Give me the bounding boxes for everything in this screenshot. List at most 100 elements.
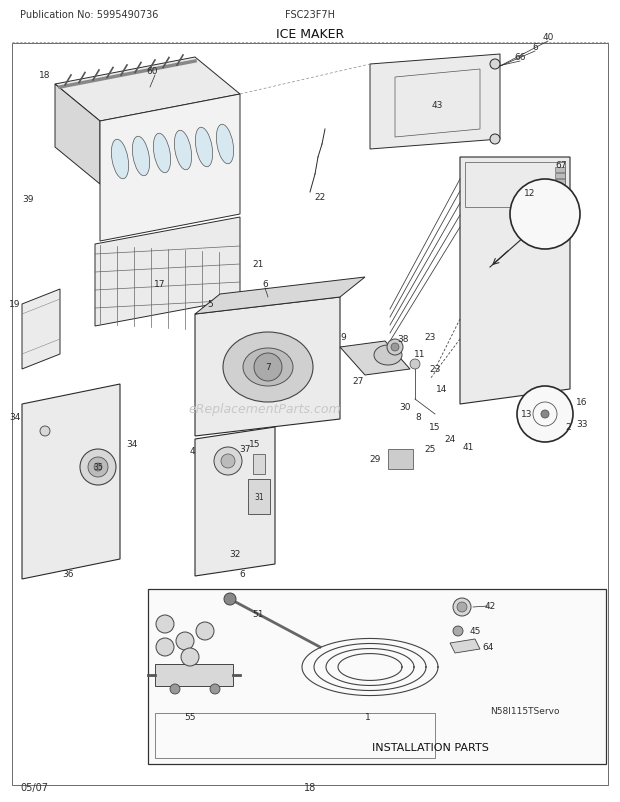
Text: 32: 32 (229, 550, 241, 559)
Circle shape (254, 354, 282, 382)
Circle shape (457, 602, 467, 612)
Circle shape (410, 359, 420, 370)
Text: ICE MAKER: ICE MAKER (276, 28, 344, 42)
Bar (555, 174, 565, 179)
Text: 45: 45 (469, 626, 481, 636)
Text: 23: 23 (424, 333, 436, 342)
Text: 40: 40 (542, 34, 554, 43)
Text: 36: 36 (62, 569, 74, 579)
Text: 27: 27 (352, 377, 364, 386)
Text: 16: 16 (576, 398, 588, 407)
Circle shape (156, 615, 174, 634)
Bar (555, 186, 565, 191)
Circle shape (221, 455, 235, 468)
Bar (530, 224, 555, 229)
Ellipse shape (153, 134, 170, 173)
Circle shape (40, 427, 50, 436)
Circle shape (80, 449, 116, 485)
Text: 15: 15 (429, 423, 441, 432)
Text: 19: 19 (9, 300, 20, 309)
Text: 8: 8 (415, 413, 421, 422)
Bar (155, 664, 233, 687)
Polygon shape (370, 55, 500, 150)
Circle shape (453, 598, 471, 616)
Bar (248, 480, 270, 514)
Text: 7: 7 (265, 363, 271, 372)
Circle shape (181, 648, 199, 666)
Ellipse shape (223, 333, 313, 403)
Bar (555, 192, 565, 196)
Bar (530, 208, 555, 214)
Polygon shape (55, 58, 240, 122)
Polygon shape (195, 427, 275, 577)
Circle shape (387, 339, 403, 355)
Text: 14: 14 (436, 385, 448, 394)
Polygon shape (55, 85, 100, 184)
Circle shape (490, 60, 500, 70)
Bar (555, 204, 565, 209)
Bar (253, 455, 265, 475)
Text: 6: 6 (239, 569, 245, 579)
Bar (555, 198, 565, 203)
Text: N58I115TServo: N58I115TServo (490, 707, 559, 715)
Text: 18: 18 (39, 71, 51, 79)
Polygon shape (195, 298, 340, 436)
Polygon shape (95, 217, 240, 326)
Text: 41: 41 (463, 443, 474, 452)
Polygon shape (460, 158, 570, 404)
Text: 34: 34 (9, 413, 20, 422)
Bar (530, 216, 555, 221)
Text: 4: 4 (189, 447, 195, 456)
Circle shape (94, 464, 102, 472)
Text: 6: 6 (262, 280, 268, 290)
Text: 13: 13 (521, 410, 533, 419)
Polygon shape (22, 384, 120, 579)
Text: 25: 25 (424, 445, 436, 454)
Text: 2: 2 (565, 423, 571, 432)
Text: 60: 60 (146, 67, 157, 76)
Ellipse shape (174, 131, 192, 171)
Text: 1: 1 (365, 713, 371, 722)
Text: 55: 55 (184, 713, 196, 722)
Bar (465, 163, 565, 208)
Text: 35: 35 (93, 463, 103, 472)
Text: 38: 38 (397, 335, 409, 344)
Bar (148, 589, 606, 764)
Circle shape (156, 638, 174, 656)
Bar (555, 180, 565, 184)
Text: 31: 31 (254, 493, 264, 502)
Circle shape (541, 411, 549, 419)
Circle shape (196, 622, 214, 640)
Text: 18: 18 (304, 782, 316, 792)
Text: 66: 66 (514, 54, 526, 63)
Polygon shape (195, 277, 365, 314)
Bar (530, 200, 555, 206)
Text: 22: 22 (314, 193, 326, 202)
Text: 33: 33 (576, 420, 588, 429)
Text: Publication No: 5995490736: Publication No: 5995490736 (20, 10, 158, 20)
Text: 29: 29 (370, 455, 381, 464)
Text: 34: 34 (126, 440, 138, 449)
Ellipse shape (195, 128, 213, 168)
Text: 67: 67 (555, 160, 567, 169)
Text: 21: 21 (252, 260, 264, 269)
Polygon shape (22, 290, 60, 370)
Text: 11: 11 (414, 350, 426, 359)
Text: 24: 24 (445, 435, 456, 444)
Text: 42: 42 (484, 602, 495, 611)
Text: 37: 37 (239, 445, 250, 454)
Polygon shape (340, 342, 410, 375)
Circle shape (170, 684, 180, 695)
Text: 12: 12 (525, 188, 536, 197)
Ellipse shape (133, 137, 149, 176)
Circle shape (453, 626, 463, 636)
Bar (155, 713, 435, 758)
Text: 5: 5 (207, 300, 213, 309)
Bar (555, 168, 565, 172)
Circle shape (176, 632, 194, 650)
Circle shape (490, 135, 500, 145)
Circle shape (391, 343, 399, 351)
Circle shape (88, 457, 108, 477)
Polygon shape (100, 95, 240, 241)
Ellipse shape (112, 140, 128, 180)
